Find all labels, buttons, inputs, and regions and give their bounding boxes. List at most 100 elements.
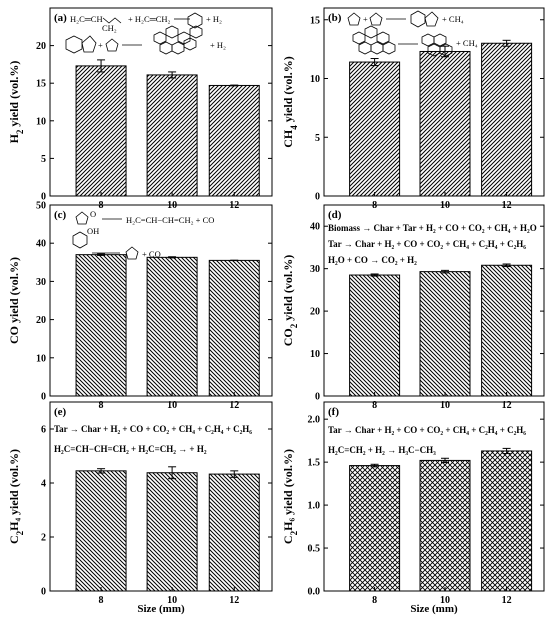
y-axis-label: CO yield (vol.%) xyxy=(7,257,21,344)
bar-8 xyxy=(349,465,401,592)
pah-ring-icon xyxy=(433,33,447,47)
y-axis-label: CH4 yield (vol.%) xyxy=(281,56,299,148)
y-tick-label: 0.0 xyxy=(308,587,321,598)
panel-label: (f) xyxy=(328,406,339,418)
ring-icon xyxy=(81,35,97,53)
y-axis-label: C2H₆ yield (vol.%) xyxy=(281,449,299,544)
panel-label: (a) xyxy=(54,12,67,24)
x-tick-label: 10 xyxy=(167,400,177,411)
ring-icon xyxy=(424,11,439,27)
bar-10 xyxy=(146,472,198,592)
bar-12 xyxy=(208,473,260,592)
pah-ring-icon xyxy=(382,41,396,55)
pah-ring-icon xyxy=(183,37,197,51)
ring-icon xyxy=(410,10,426,28)
pah-ring-icon xyxy=(165,25,179,39)
y-tick-label: 30 xyxy=(310,264,320,275)
y-tick-label: 5 xyxy=(41,154,46,165)
y-tick-label: 10 xyxy=(36,116,46,127)
cyclopentadiene-icon xyxy=(369,12,383,26)
y-tick-label: 1.5 xyxy=(308,458,321,469)
reaction-text: + CO xyxy=(142,249,161,259)
chart-panel-f: 0.0 0.5 1.0 1.5 2.0 C2H₆ yield (vol.%) 8 10 12 (f… xyxy=(281,401,545,615)
y-axis-label: CO2 yield (vol.%) xyxy=(281,255,299,347)
pah-ring-icon xyxy=(171,41,185,55)
bar-12 xyxy=(208,84,260,197)
y-tick-label: 0 xyxy=(41,587,46,598)
x-tick-label: 10 xyxy=(167,595,177,606)
y-tick-label: 20 xyxy=(36,315,46,326)
y-tick-label: 2 xyxy=(41,533,46,544)
pah-ring-icon xyxy=(376,31,390,45)
y-axis-label: H2 yield (vol.%) xyxy=(7,61,25,144)
pah-ring-icon xyxy=(439,43,453,57)
ring-icon xyxy=(65,35,83,54)
benzene-ring-icon xyxy=(187,12,203,29)
reaction-text: H₂C═CH xyxy=(70,14,103,24)
pah-ring-icon xyxy=(364,25,378,39)
bar-12 xyxy=(481,450,533,592)
bar-8 xyxy=(349,61,401,197)
x-tick-label: 12 xyxy=(229,400,239,411)
x-axis-label: Size (mm) xyxy=(137,603,185,615)
y-tick-label: 0 xyxy=(41,392,46,403)
reaction-text: Biomass → Char + Tar + H₂ + CO + CO₂ + C… xyxy=(328,223,537,233)
bar-10 xyxy=(419,459,471,592)
reaction-text: + CH₄ xyxy=(442,14,464,24)
y-tick-label: 4 xyxy=(41,479,46,490)
bar-10 xyxy=(146,74,198,197)
x-tick-label: 8 xyxy=(99,595,104,606)
y-tick-label: 2.0 xyxy=(308,415,321,426)
pah-ring-icon xyxy=(421,33,435,47)
cyclopentadiene-icon xyxy=(347,12,361,26)
x-tick-label: 12 xyxy=(502,400,512,411)
panel-label: (e) xyxy=(54,406,67,418)
y-tick-label: 0.5 xyxy=(308,544,321,555)
reaction-scheme: Tar → Char + H₂ + CO + CO₂ + CH₄ + C₂H₄ … xyxy=(54,424,252,454)
y-tick-label: 1.0 xyxy=(308,501,321,512)
y-tick-label: 15 xyxy=(36,79,46,90)
x-tick-label: 8 xyxy=(372,400,377,411)
panel-label: (c) xyxy=(54,209,67,221)
x-tick-label: 10 xyxy=(440,400,450,411)
x-tick-label: 8 xyxy=(372,595,377,606)
pah-ring-icon xyxy=(370,41,384,55)
bar-10 xyxy=(419,50,471,197)
reaction-text: Tar → Char + H₂ + CO + CO₂ + CH₄ + C₂H₄ … xyxy=(54,424,252,434)
y-tick-label: 50 xyxy=(36,201,46,212)
reaction-text: CH₂ xyxy=(102,23,117,33)
chart-panel-d: 0 10 20 30 40 CO2 yield (vol.%) 8 10 12 (d) Biomas… xyxy=(281,204,545,411)
y-tick-label: 0 xyxy=(315,392,320,403)
reaction-text: + xyxy=(363,14,368,24)
reaction-scheme: O H₂C=CH−CH=CH₂ + CO OH + CO xyxy=(72,209,214,260)
reaction-text: Tar → Char + H₂ + CO + CO₂ + CH₄ + C₂H₄ … xyxy=(328,425,526,435)
bar-10 xyxy=(146,256,198,397)
pah-ring-icon xyxy=(159,41,173,55)
pah-ring-icon xyxy=(189,25,203,39)
y-tick-label: 40 xyxy=(36,239,46,250)
y-tick-label: 40 xyxy=(310,222,320,233)
reaction-text: Tar → Char + H₂ + CO + CO₂ + CH₄ + C₂H₄ … xyxy=(328,239,526,249)
x-tick-label: 8 xyxy=(99,400,104,411)
reaction-text: H₂C=CH−CH=CH₂ + CO xyxy=(126,215,214,225)
reaction-text: + xyxy=(98,40,103,50)
phenol-ring-icon xyxy=(72,231,88,249)
panel-label: (d) xyxy=(328,209,342,221)
bar-8 xyxy=(75,65,127,197)
reaction-text: O xyxy=(90,209,96,219)
y-tick-label: 10 xyxy=(310,74,320,85)
y-axis-label: C2H₄ yield (vol.%) xyxy=(7,449,25,544)
reaction-scheme: Tar → Char + H₂ + CO + CO₂ + CH₄ + C₂H₄ … xyxy=(328,425,526,455)
cyclopentadiene-icon xyxy=(105,38,119,52)
reaction-text: OH xyxy=(87,226,99,236)
y-tick-label: 10 xyxy=(310,349,320,360)
y-tick-label: 6 xyxy=(41,425,46,436)
reaction-scheme: Biomass → Char + Tar + H₂ + CO + CO₂ + C… xyxy=(328,223,537,265)
bar-12 xyxy=(208,259,260,397)
y-tick-label: 0 xyxy=(315,192,320,203)
chart-panel-e: 0 2 4 6 C2H₄ yield (vol.%) 8 10 12 (e) Tar → Char… xyxy=(7,401,273,615)
cyclopentenone-icon xyxy=(75,211,89,225)
